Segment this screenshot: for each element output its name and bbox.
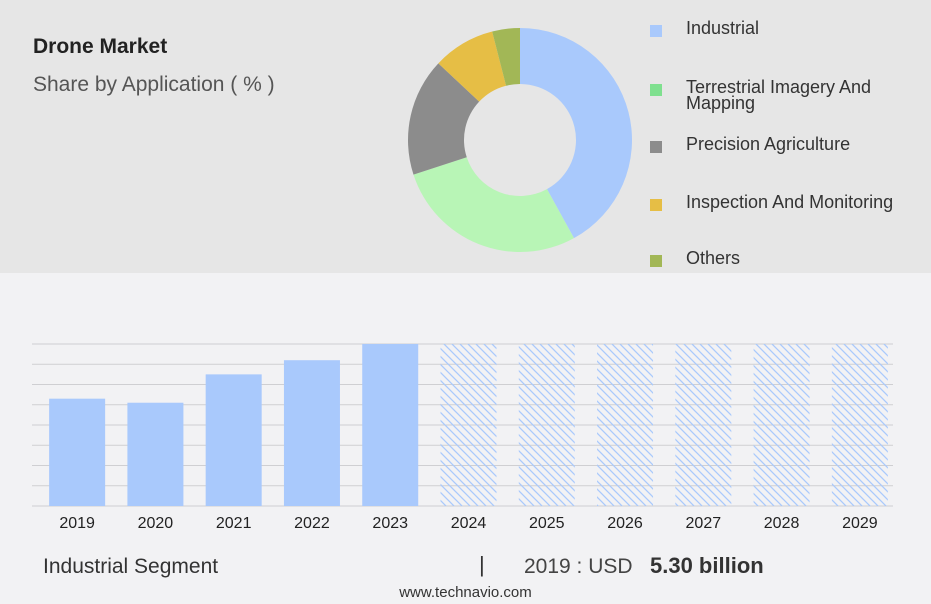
footer-separator: | [479,552,485,577]
x-tick-label: 2024 [451,515,487,532]
legend-item-others: Others [650,248,911,268]
x-tick-label: 2021 [216,515,252,532]
bar-2023 [362,344,419,506]
page-title: Drone Market [33,35,168,58]
bar-2025 [518,344,575,506]
legend-item-inspection-monitoring: Inspection And Monitoring [650,192,911,212]
legend-label: Inspection And Monitoring [686,192,894,212]
pie-slice-inspection-and-monitoring [438,31,507,102]
pie-slice-terrestrial-imagery-and-mapping [413,157,574,253]
bar-2028 [753,344,810,506]
pie-slice-precision-agriculture [408,63,480,175]
pie-slice-industrial [520,28,632,239]
x-tick-label: 2026 [607,515,643,532]
source-link[interactable]: www.technavio.com [399,584,532,601]
legend-swatch [650,25,662,37]
legend-label: Industrial [686,18,760,38]
legend-item-terrestrial-imagery: Terrestrial Imagery And Mapping [650,77,911,113]
bar-2027 [675,344,732,506]
x-tick-label: 2022 [294,515,330,532]
donut-chart [408,28,632,253]
x-tick-label: 2029 [842,515,878,532]
legend-label: Precision Agriculture [686,134,851,154]
footer-value: 5.30 billion [650,553,764,578]
segment-label: Industrial Segment [43,555,219,578]
footer-year: 2019 : USD [524,555,633,578]
bar-2024 [440,344,497,506]
x-tick-label: 2028 [764,515,800,532]
pie-slice-others [492,28,520,86]
legend-swatch [650,255,662,267]
x-tick-label: 2027 [686,515,722,532]
x-tick-label: 2025 [529,515,565,532]
legend-item-industrial: Industrial [650,18,911,38]
x-tick-label: 2019 [59,515,95,532]
legend-swatch [650,141,662,153]
legend-swatch [650,84,662,96]
legend-item-precision-agriculture: Precision Agriculture [650,134,911,154]
bar-2019 [49,398,106,506]
legend-label: Terrestrial Imagery And Mapping [686,77,872,113]
bar-2021 [205,374,262,506]
bar-2026 [597,344,654,506]
chart-subtitle: Share by Application ( % ) [33,73,275,96]
x-tick-label: 2020 [138,515,174,532]
bar-2022 [283,360,340,506]
bar-2029 [831,344,888,506]
x-tick-label: 2023 [372,515,408,532]
legend-swatch [650,199,662,211]
legend-label: Others [686,248,741,268]
bar-chart: 2019 2020 2021 2022 2023 2024 2025 2026 2027 2028… [32,343,893,532]
bar-2020 [127,402,184,506]
